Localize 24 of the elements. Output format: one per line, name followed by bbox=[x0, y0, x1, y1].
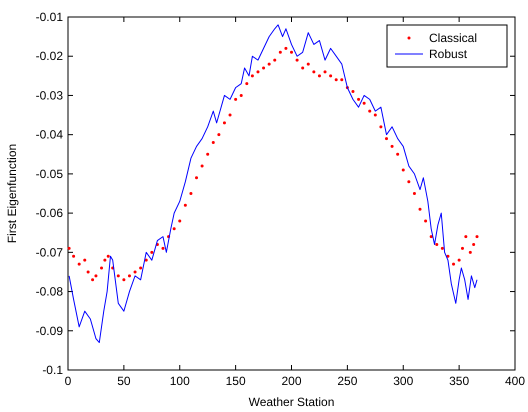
legend-label: Robust bbox=[429, 47, 468, 61]
y-tick-label: -0.03 bbox=[36, 88, 64, 102]
y-tick-label: -0.09 bbox=[36, 324, 64, 338]
y-axis-title: First Eigenfunction bbox=[5, 144, 19, 244]
y-tick-label: -0.07 bbox=[36, 245, 64, 260]
x-tick-label: 0 bbox=[64, 374, 72, 388]
x-tick-label: 200 bbox=[281, 374, 302, 388]
x-axis-title: Weather Station bbox=[248, 395, 334, 409]
x-tick-label: 400 bbox=[504, 374, 526, 388]
y-tick-label: -0.1 bbox=[42, 363, 64, 377]
y-tick-label: -0.02 bbox=[36, 49, 64, 64]
y-tick-label: -0.06 bbox=[36, 206, 64, 220]
x-tick-label: 250 bbox=[337, 374, 358, 388]
x-tick-label: 350 bbox=[449, 374, 470, 388]
x-tick-label: 150 bbox=[226, 374, 246, 388]
line-series bbox=[68, 24, 478, 344]
y-tick-label: -0.05 bbox=[36, 166, 64, 181]
x-tick-label: 50 bbox=[117, 374, 131, 388]
legend-label: Classical bbox=[429, 31, 478, 45]
y-tick-label: -0.04 bbox=[36, 128, 64, 142]
y-tick-label: -0.08 bbox=[36, 284, 64, 299]
y-tick-label: -0.01 bbox=[36, 10, 64, 24]
x-tick-label: 300 bbox=[393, 374, 414, 388]
x-tick-label: 100 bbox=[170, 374, 190, 388]
